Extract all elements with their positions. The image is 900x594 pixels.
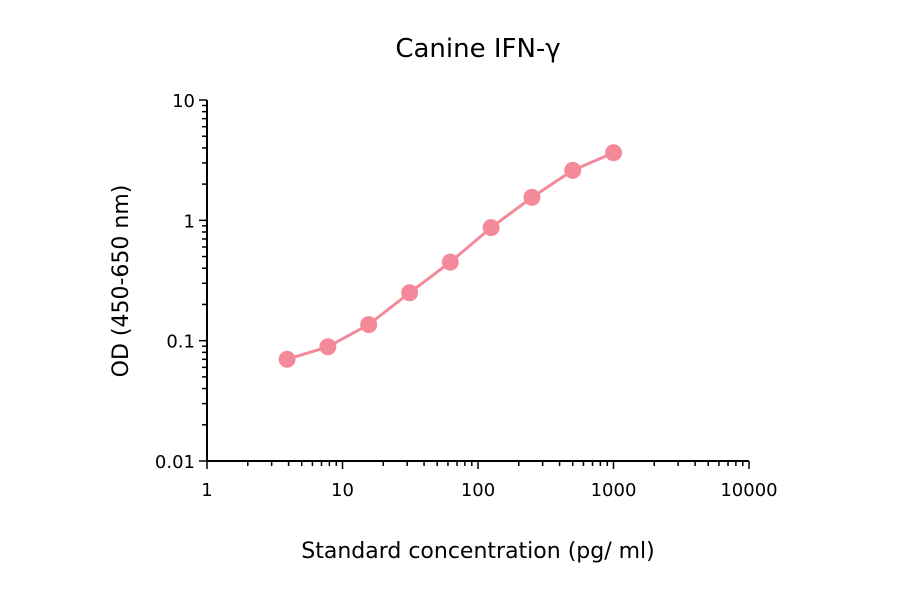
series-layer bbox=[278, 144, 622, 368]
x-tick-label: 10 bbox=[331, 480, 354, 501]
axes bbox=[206, 100, 749, 462]
x-axis-label: Standard concentration (pg/ ml) bbox=[301, 539, 654, 564]
axis-ticks: 1 10 100 1000 10000 0.01 0.1 1 10 bbox=[155, 91, 778, 501]
data-point bbox=[360, 316, 378, 334]
data-point bbox=[278, 350, 296, 368]
y-tick-label: 0.01 bbox=[155, 452, 195, 473]
y-tick-label: 10 bbox=[172, 91, 195, 112]
data-point bbox=[401, 284, 419, 302]
x-tick-label: 100 bbox=[461, 480, 495, 501]
data-point bbox=[482, 219, 500, 237]
chart-title: Canine IFN-γ bbox=[395, 34, 560, 64]
data-point bbox=[523, 188, 541, 206]
y-tick-label: 0.1 bbox=[166, 332, 195, 353]
x-tick-label: 1000 bbox=[591, 480, 637, 501]
y-axis-label: OD (450-650 nm) bbox=[109, 185, 134, 378]
y-tick-label: 1 bbox=[184, 211, 195, 232]
data-point bbox=[564, 161, 582, 179]
x-tick-label: 1 bbox=[201, 480, 212, 501]
data-point bbox=[605, 144, 622, 162]
data-point bbox=[319, 338, 337, 356]
data-point bbox=[441, 253, 459, 271]
x-tick-label: 10000 bbox=[720, 480, 777, 501]
